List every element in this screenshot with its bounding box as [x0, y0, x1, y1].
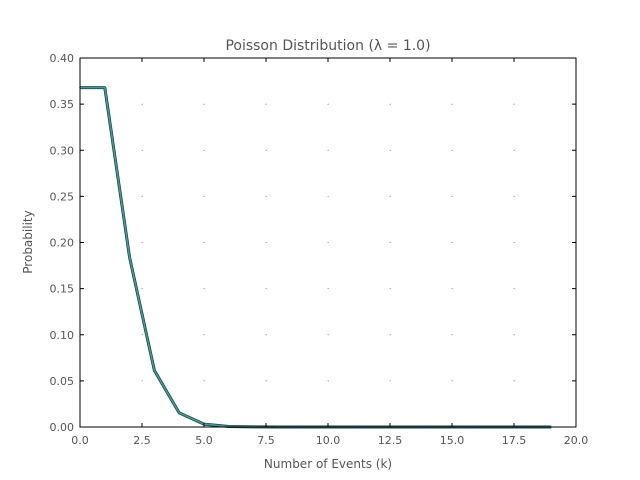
- data-point: [104, 86, 106, 89]
- y-tick-label: 0.25: [50, 190, 75, 203]
- chart-title: Poisson Distribution (λ = 1.0): [225, 38, 430, 54]
- y-tick-label: 0.10: [50, 329, 75, 342]
- y-tick-label: 0.20: [50, 237, 75, 250]
- x-tick-label: 0.0: [71, 434, 89, 447]
- x-tick-label: 5.0: [195, 434, 213, 447]
- data-point: [153, 369, 156, 372]
- data-point: [178, 412, 180, 414]
- y-tick-label: 0.35: [50, 98, 75, 111]
- x-tick-label: 17.5: [502, 434, 527, 447]
- x-axis-label: Number of Events (k): [264, 457, 392, 471]
- x-tick-label: 20.0: [564, 434, 589, 447]
- y-tick-label: 0.05: [50, 375, 75, 388]
- grid: [80, 58, 576, 427]
- y-tick-label: 0.30: [50, 144, 75, 157]
- x-tick-label: 10.0: [316, 434, 341, 447]
- x-tick-label: 2.5: [133, 434, 151, 447]
- y-tick-label: 0.00: [50, 421, 75, 434]
- x-axis: 0.0 2.5 5.0 7.5 10.0 12.5 15.0 17.5 20.0: [71, 58, 588, 447]
- x-tick-label: 12.5: [378, 434, 403, 447]
- y-axis: 0.00 0.05 0.10 0.15 0.20 0.25 0.30 0.35 0.40: [50, 52, 576, 434]
- x-tick-label: 7.5: [257, 434, 275, 447]
- y-axis-label: Probability: [21, 210, 35, 273]
- y-tick-label: 0.40: [50, 52, 75, 65]
- x-tick-label: 15.0: [440, 434, 465, 447]
- y-tick-label: 0.15: [50, 283, 75, 296]
- data-point: [128, 256, 131, 259]
